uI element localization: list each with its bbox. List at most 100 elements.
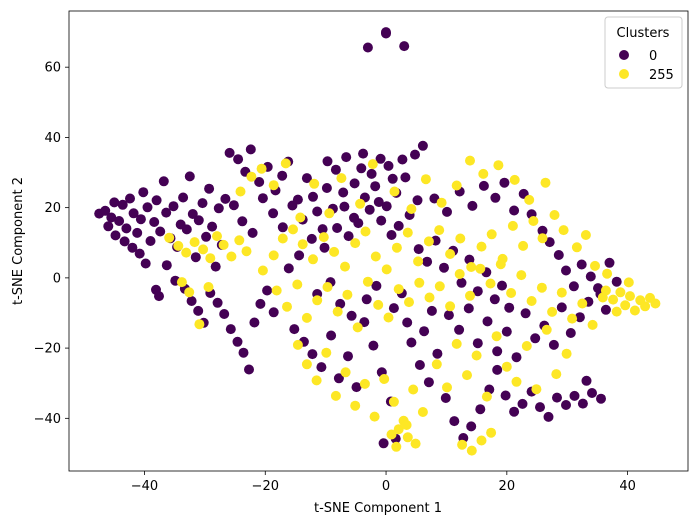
point-series-255-49 [332, 306, 343, 317]
point-series-255-112 [431, 359, 442, 370]
point-series-255-144 [493, 160, 504, 171]
point-series-255-45 [292, 279, 303, 290]
point-series-255-16 [268, 250, 279, 261]
point-series-0-137 [307, 349, 318, 360]
point-series-0-104 [442, 206, 452, 217]
point-series-255-62 [465, 290, 475, 301]
point-series-0-89 [417, 140, 428, 151]
point-series-255-108 [457, 439, 468, 450]
point-series-0-2 [362, 42, 373, 53]
legend-title: Clusters [617, 26, 670, 41]
point-series-0-177 [482, 316, 493, 327]
point-series-255-115 [462, 370, 472, 381]
point-series-0-63 [255, 298, 266, 309]
point-series-255-29 [402, 227, 413, 238]
point-series-0-69 [245, 144, 256, 155]
point-series-0-64 [262, 285, 273, 296]
point-series-255-100 [408, 384, 419, 395]
point-series-0-9 [117, 199, 128, 210]
point-series-0-84 [373, 197, 384, 207]
point-series-255-111 [486, 427, 497, 438]
x-tick-label: 40 [619, 479, 636, 494]
point-series-0-80 [339, 201, 350, 212]
point-series-0-99 [319, 242, 330, 253]
point-series-255-79 [625, 291, 635, 302]
point-series-255-129 [268, 180, 279, 191]
point-series-255-3 [189, 237, 200, 248]
point-series-255-19 [297, 239, 308, 250]
point-series-0-134 [504, 302, 515, 313]
series-0 [94, 27, 622, 449]
point-series-0-21 [158, 176, 169, 187]
point-series-255-60 [445, 301, 456, 312]
point-series-0-140 [333, 373, 344, 384]
point-series-0-208 [287, 200, 298, 211]
point-series-255-137 [389, 186, 400, 197]
y-tick-label: 0 [53, 271, 61, 286]
point-series-0-85 [383, 160, 394, 171]
x-tick-label: 20 [499, 479, 516, 494]
x-tick-label: −20 [252, 479, 279, 494]
point-series-0-5 [100, 205, 111, 216]
point-series-0-32 [193, 215, 204, 226]
point-series-255-8 [226, 251, 237, 262]
point-series-255-64 [485, 278, 496, 289]
point-series-0-178 [492, 346, 503, 357]
point-series-0-31 [190, 252, 201, 263]
point-series-0-48 [154, 291, 164, 302]
point-series-255-23 [340, 261, 350, 272]
point-series-0-217 [381, 201, 392, 212]
point-series-0-128 [456, 277, 467, 288]
point-series-255-46 [301, 312, 312, 323]
point-series-255-86 [600, 285, 611, 296]
point-series-255-14 [203, 282, 214, 292]
point-series-255-84 [650, 298, 661, 309]
point-series-0-12 [128, 208, 139, 219]
point-series-0-166 [552, 392, 562, 403]
point-series-255-28 [391, 242, 402, 253]
point-series-255-15 [257, 265, 268, 276]
point-series-0-83 [366, 168, 377, 179]
point-series-0-98 [332, 223, 343, 233]
point-series-255-52 [362, 276, 373, 287]
point-series-255-18 [288, 224, 298, 235]
point-series-0-182 [530, 333, 541, 344]
point-series-255-50 [342, 289, 353, 300]
point-series-255-113 [442, 382, 452, 393]
point-series-0-61 [244, 364, 254, 375]
point-series-255-103 [402, 432, 413, 443]
point-series-0-43 [119, 236, 130, 247]
point-series-255-114 [451, 338, 462, 349]
point-series-255-148 [549, 210, 560, 220]
point-series-0-218 [397, 154, 408, 165]
point-series-255-97 [379, 374, 390, 384]
point-series-255-89 [301, 359, 312, 370]
point-series-0-19 [151, 195, 162, 206]
point-series-0-106 [467, 200, 478, 211]
point-series-255-127 [246, 171, 257, 182]
point-series-255-44 [282, 301, 292, 312]
point-series-0-126 [439, 262, 449, 273]
plot-frame [68, 10, 689, 472]
x-axis-label: t-SNE Component 1 [314, 501, 442, 516]
point-series-0-46 [140, 258, 151, 269]
point-series-255-5 [205, 253, 216, 264]
point-series-255-35 [466, 262, 477, 272]
point-series-0-14 [135, 214, 146, 225]
point-series-255-105 [410, 438, 421, 449]
point-series-0-67 [233, 154, 244, 165]
point-series-255-102 [393, 424, 404, 435]
point-series-0-156 [466, 421, 477, 432]
point-series-255-59 [434, 281, 445, 292]
point-series-0-200 [419, 326, 430, 337]
point-series-255-11 [176, 277, 187, 288]
point-series-0-161 [509, 406, 520, 417]
point-series-0-20 [155, 226, 166, 237]
point-series-0-113 [537, 225, 548, 236]
point-series-255-12 [184, 287, 195, 298]
point-series-0-6 [106, 212, 117, 223]
point-series-0-179 [501, 326, 512, 337]
legend-label-series-1: 255 [649, 68, 674, 83]
point-series-0-210 [308, 191, 318, 202]
